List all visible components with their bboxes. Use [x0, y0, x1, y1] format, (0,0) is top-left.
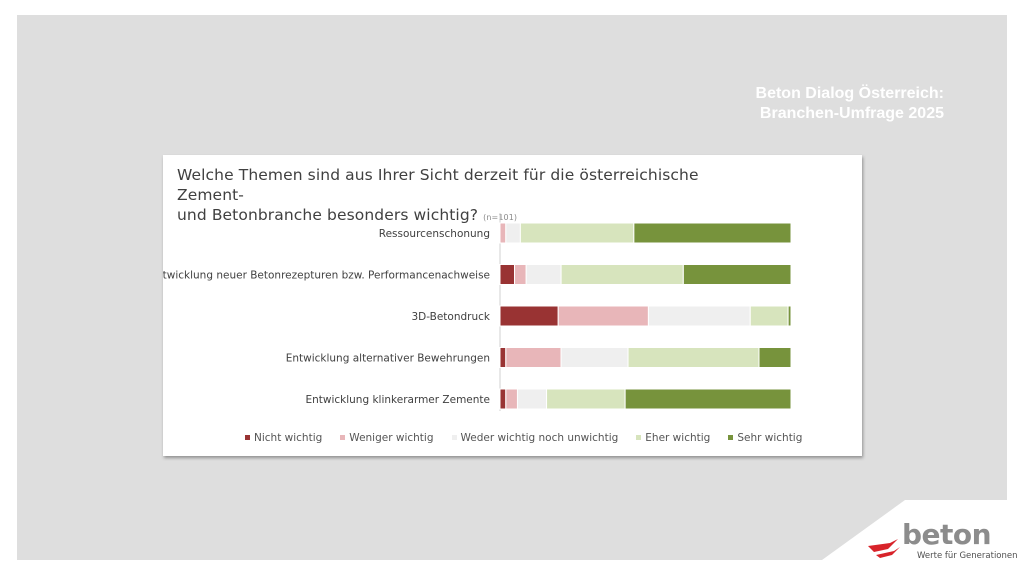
bar-segment: [758, 347, 792, 368]
bar-segment: [749, 305, 789, 327]
bar-segment: [557, 305, 649, 327]
presentation-title: Beton Dialog Österreich: Branchen-Umfrag…: [644, 84, 944, 124]
legend-label: Weniger wichtig: [349, 432, 434, 444]
legend-item: Weniger wichtig: [340, 432, 434, 444]
legend-item: Eher wichtig: [636, 432, 710, 444]
legend-swatch: [728, 434, 734, 440]
legend-item: Sehr wichtig: [728, 432, 802, 444]
category-label: Entwicklung alternativer Bewehrungen: [286, 353, 490, 365]
bar-segment: [499, 222, 507, 244]
legend-swatch: [340, 434, 346, 440]
category-label: Ressourcenschonung: [379, 228, 490, 240]
category-label: Entwicklung klinkerarmer Zemente: [305, 394, 490, 406]
legend-label: Eher wichtig: [645, 432, 711, 444]
logo-wordmark: beton: [902, 518, 992, 551]
bar-segment: [516, 388, 548, 410]
category-label: 3D-Betondruck: [411, 311, 490, 323]
bar-segment: [787, 305, 792, 327]
bar-segment: [514, 264, 527, 285]
bar-segment: [682, 264, 792, 285]
title-line-2: Branchen-Umfrage 2025: [759, 105, 944, 122]
chart-question: Welche Themen sind aus Ihrer Sicht derze…: [177, 165, 737, 228]
question-line-1: Welche Themen sind aus Ihrer Sicht derze…: [177, 166, 699, 204]
bar-segment: [525, 264, 562, 285]
bar-segment: [505, 347, 562, 368]
bar-segment: [627, 347, 760, 368]
bar-segment: [505, 222, 521, 244]
legend-label: Weder wichtig noch unwichtig: [460, 432, 619, 444]
bar-segment: [624, 388, 792, 410]
bar-segment: [499, 305, 559, 327]
stacked-bar-chart: Ressourcenschonung Entwicklung neuer Beto…: [163, 213, 792, 411]
bar-segment: [546, 388, 626, 410]
bar-segment: [633, 222, 792, 244]
bar-segment: [647, 305, 751, 327]
question-line-2: und Betonbranche besonders wichtig?: [177, 206, 479, 224]
bar-segment: [499, 388, 507, 410]
legend-label: Sehr wichtig: [737, 432, 803, 444]
legend-swatch: [451, 434, 457, 440]
bar-segment: [560, 347, 629, 368]
bar-segment: [499, 264, 516, 285]
legend-item: Weder wichtig noch unwichtig: [451, 432, 619, 444]
bar-segment: [519, 222, 635, 244]
bar-segment: [505, 388, 518, 410]
logo-mark: [868, 539, 900, 558]
chart-legend: Nicht wichtig Weniger wichtig Weder wichti…: [245, 432, 820, 444]
chart-card: Welche Themen sind aus Ihrer Sicht derze…: [163, 155, 862, 456]
bar-segment: [560, 264, 684, 285]
title-line-1: Beton Dialog Österreich:: [755, 85, 944, 102]
bar-segment: [499, 347, 507, 368]
category-label: Entwicklung neuer Betonrezepturen bzw. P…: [163, 270, 490, 282]
logo-tagline: Werte für Generationen: [917, 551, 1018, 561]
legend-swatch: [636, 434, 642, 440]
legend-swatch: [245, 434, 250, 440]
legend-label: Nicht wichtig: [254, 432, 323, 444]
legend-item: Nicht wichtig: [245, 432, 322, 444]
